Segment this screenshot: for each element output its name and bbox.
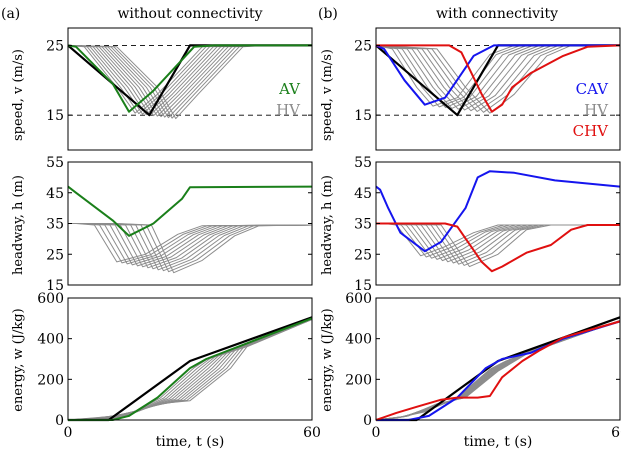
panel-b-title: with connectivity [436,6,558,22]
plot-frame [375,297,621,421]
y-tick-label: 25 [46,247,64,263]
panel-b-energy-plot: 0 200 400 600 0 60 [345,291,621,441]
y-tick-label: 200 [37,372,64,388]
y-tick-label: 0 [55,413,64,429]
av-series-line [67,44,312,113]
hv-series-line [68,223,313,264]
panel-b-speed-plot: 15 25 CAV HV CHV [354,27,621,151]
chv-series-line [376,222,620,273]
xlabel-right: time, t (s) [464,434,533,450]
panel-a-speed-plot: 15 25 AV HV [46,27,313,151]
y-tick-label: 25 [354,247,372,263]
plot-frame [67,27,313,151]
y-tick-label: 55 [354,155,372,171]
hv-series-line [375,44,620,112]
y-tick-label: 0 [363,413,372,429]
y-tick-label: 15 [354,278,372,294]
hv-series-line [375,44,620,110]
y-tick-label: 15 [46,108,64,124]
plot-frame [375,27,621,151]
legend-entry: CAV [576,80,610,98]
y-tick-label: 600 [37,291,64,307]
panel-a-headway-plot: 15 25 35 45 55 [46,155,313,294]
y-tick-label: 55 [46,155,64,171]
hv-series-line [67,318,313,421]
chv-series-line [376,44,621,113]
panel-a-title: without connectivity [117,6,262,22]
y-tick-label: 15 [46,278,64,294]
x-tick-label: 60 [611,425,621,441]
y-tick-label: 35 [354,217,372,233]
av-series-line [67,185,313,237]
cav-series-line [375,44,620,106]
ylabel-headway-right: headway, h (m) [320,175,335,275]
ylabel-energy-right: energy, w (J/kg) [320,308,335,411]
chv-series-line [375,320,621,421]
panel-b-headway-plot: 15 25 35 45 55 [354,155,621,294]
hv-series-line [375,44,620,112]
panel-a-label: (a) [1,6,20,22]
hv-series-line [375,44,620,107]
y-tick-label: 400 [345,332,372,348]
ylabel-headway-left: headway, h (m) [11,175,26,275]
ylabel-speed-left: speed, v (m/s) [11,49,26,141]
panel-b-label: (b) [318,6,338,22]
x-tick-label: 0 [372,425,381,441]
y-tick-label: 45 [46,186,64,202]
legend-entry: HV [584,101,609,119]
y-tick-label: 25 [354,38,372,54]
hv-series-line [375,44,620,111]
y-tick-label: 600 [345,291,372,307]
hv-series-line [375,44,620,113]
y-tick-label: 45 [354,186,372,202]
ylabel-energy-left: energy, w (J/kg) [11,308,26,411]
panel-a-energy-plot: 0 200 400 600 0 60 [37,291,321,441]
legend-entry: CHV [573,122,610,140]
x-tick-label: 60 [303,425,321,441]
y-tick-label: 200 [345,372,372,388]
x-tick-label: 0 [64,425,73,441]
xlabel-left: time, t (s) [156,434,225,450]
ylabel-speed-right: speed, v (m/s) [320,49,335,141]
y-tick-label: 400 [37,332,64,348]
y-tick-label: 15 [354,108,372,124]
hv-series-line [375,320,621,421]
y-tick-label: 35 [46,217,64,233]
y-tick-label: 25 [46,38,64,54]
plot-frame [67,297,313,421]
hv-series-line [68,223,313,272]
legend-entry: HV [276,101,301,119]
hv-series-line [68,223,313,274]
legend-entry: AV [278,80,301,98]
